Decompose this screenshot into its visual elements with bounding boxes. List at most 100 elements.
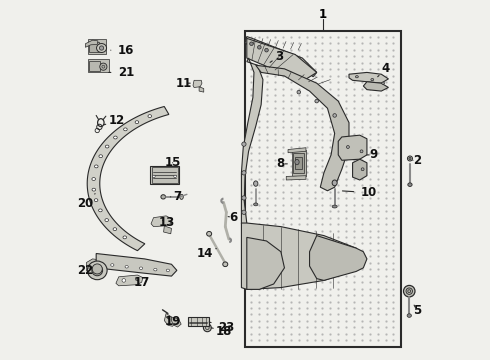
Ellipse shape	[332, 180, 337, 186]
Text: 19: 19	[165, 315, 181, 328]
Text: 3: 3	[270, 50, 283, 63]
Ellipse shape	[105, 219, 108, 221]
Bar	[89, 41, 99, 51]
Ellipse shape	[100, 63, 107, 70]
Text: 4: 4	[378, 62, 390, 77]
Ellipse shape	[407, 314, 412, 318]
Ellipse shape	[92, 177, 96, 180]
Ellipse shape	[125, 266, 128, 268]
Ellipse shape	[203, 324, 211, 332]
Text: 23: 23	[209, 320, 234, 333]
Polygon shape	[164, 226, 171, 234]
Ellipse shape	[113, 228, 117, 231]
Polygon shape	[310, 235, 367, 280]
Ellipse shape	[180, 194, 183, 199]
Text: 10: 10	[343, 186, 377, 199]
Text: 14: 14	[196, 247, 216, 260]
Ellipse shape	[92, 188, 96, 191]
Polygon shape	[247, 39, 317, 81]
Polygon shape	[349, 72, 389, 83]
Text: 18: 18	[211, 325, 232, 338]
Text: 22: 22	[77, 264, 94, 277]
Ellipse shape	[254, 181, 258, 186]
Ellipse shape	[242, 210, 246, 215]
Ellipse shape	[333, 114, 337, 117]
Text: 12: 12	[104, 114, 125, 127]
Ellipse shape	[105, 145, 109, 148]
Polygon shape	[288, 148, 306, 153]
Ellipse shape	[123, 128, 127, 131]
Polygon shape	[256, 65, 349, 191]
Polygon shape	[286, 176, 306, 180]
Ellipse shape	[99, 46, 104, 50]
Ellipse shape	[265, 48, 269, 52]
Text: 6: 6	[228, 211, 238, 224]
Ellipse shape	[242, 171, 246, 175]
Ellipse shape	[161, 195, 166, 199]
Ellipse shape	[123, 236, 126, 239]
Ellipse shape	[360, 150, 363, 153]
Text: 17: 17	[134, 276, 150, 289]
Polygon shape	[116, 275, 143, 286]
Ellipse shape	[154, 269, 157, 271]
Ellipse shape	[92, 264, 102, 274]
Polygon shape	[247, 237, 285, 289]
Polygon shape	[199, 87, 204, 92]
Ellipse shape	[295, 159, 299, 165]
Polygon shape	[87, 107, 169, 251]
Text: 2: 2	[413, 154, 421, 167]
Polygon shape	[87, 259, 104, 277]
Ellipse shape	[98, 209, 102, 212]
Ellipse shape	[315, 99, 318, 103]
Bar	[150, 166, 179, 184]
Bar	[295, 157, 302, 169]
Ellipse shape	[166, 269, 170, 272]
Ellipse shape	[94, 199, 98, 202]
Ellipse shape	[297, 90, 300, 94]
Ellipse shape	[346, 145, 349, 148]
Ellipse shape	[250, 42, 253, 45]
Polygon shape	[353, 159, 367, 180]
Ellipse shape	[355, 76, 358, 78]
Ellipse shape	[408, 156, 413, 161]
Polygon shape	[364, 82, 389, 91]
Ellipse shape	[409, 157, 411, 159]
Ellipse shape	[382, 82, 385, 84]
Bar	[245, 31, 401, 347]
Ellipse shape	[258, 45, 261, 49]
Ellipse shape	[148, 115, 151, 117]
Ellipse shape	[371, 78, 374, 81]
Polygon shape	[96, 253, 177, 276]
Text: 1: 1	[319, 8, 327, 21]
Text: 13: 13	[159, 216, 175, 229]
Text: 9: 9	[367, 148, 377, 161]
Polygon shape	[151, 216, 171, 226]
Polygon shape	[242, 223, 360, 289]
Ellipse shape	[95, 165, 98, 168]
Ellipse shape	[223, 262, 228, 267]
Polygon shape	[193, 80, 202, 87]
Ellipse shape	[332, 205, 337, 208]
Polygon shape	[242, 58, 263, 237]
Ellipse shape	[97, 44, 107, 53]
Ellipse shape	[406, 288, 413, 294]
Polygon shape	[245, 37, 317, 77]
Text: 16: 16	[111, 44, 134, 57]
Ellipse shape	[408, 183, 412, 186]
Ellipse shape	[139, 267, 143, 270]
Ellipse shape	[114, 136, 117, 139]
Polygon shape	[338, 135, 367, 160]
Polygon shape	[164, 314, 175, 326]
Ellipse shape	[242, 196, 246, 200]
Ellipse shape	[174, 175, 176, 178]
Ellipse shape	[122, 279, 125, 282]
Bar	[294, 153, 304, 173]
Ellipse shape	[87, 261, 107, 280]
Polygon shape	[85, 40, 98, 47]
Ellipse shape	[361, 168, 364, 171]
Bar	[152, 167, 177, 183]
Ellipse shape	[111, 264, 114, 266]
Ellipse shape	[99, 155, 102, 158]
Bar	[89, 60, 100, 71]
Text: 20: 20	[77, 194, 95, 210]
